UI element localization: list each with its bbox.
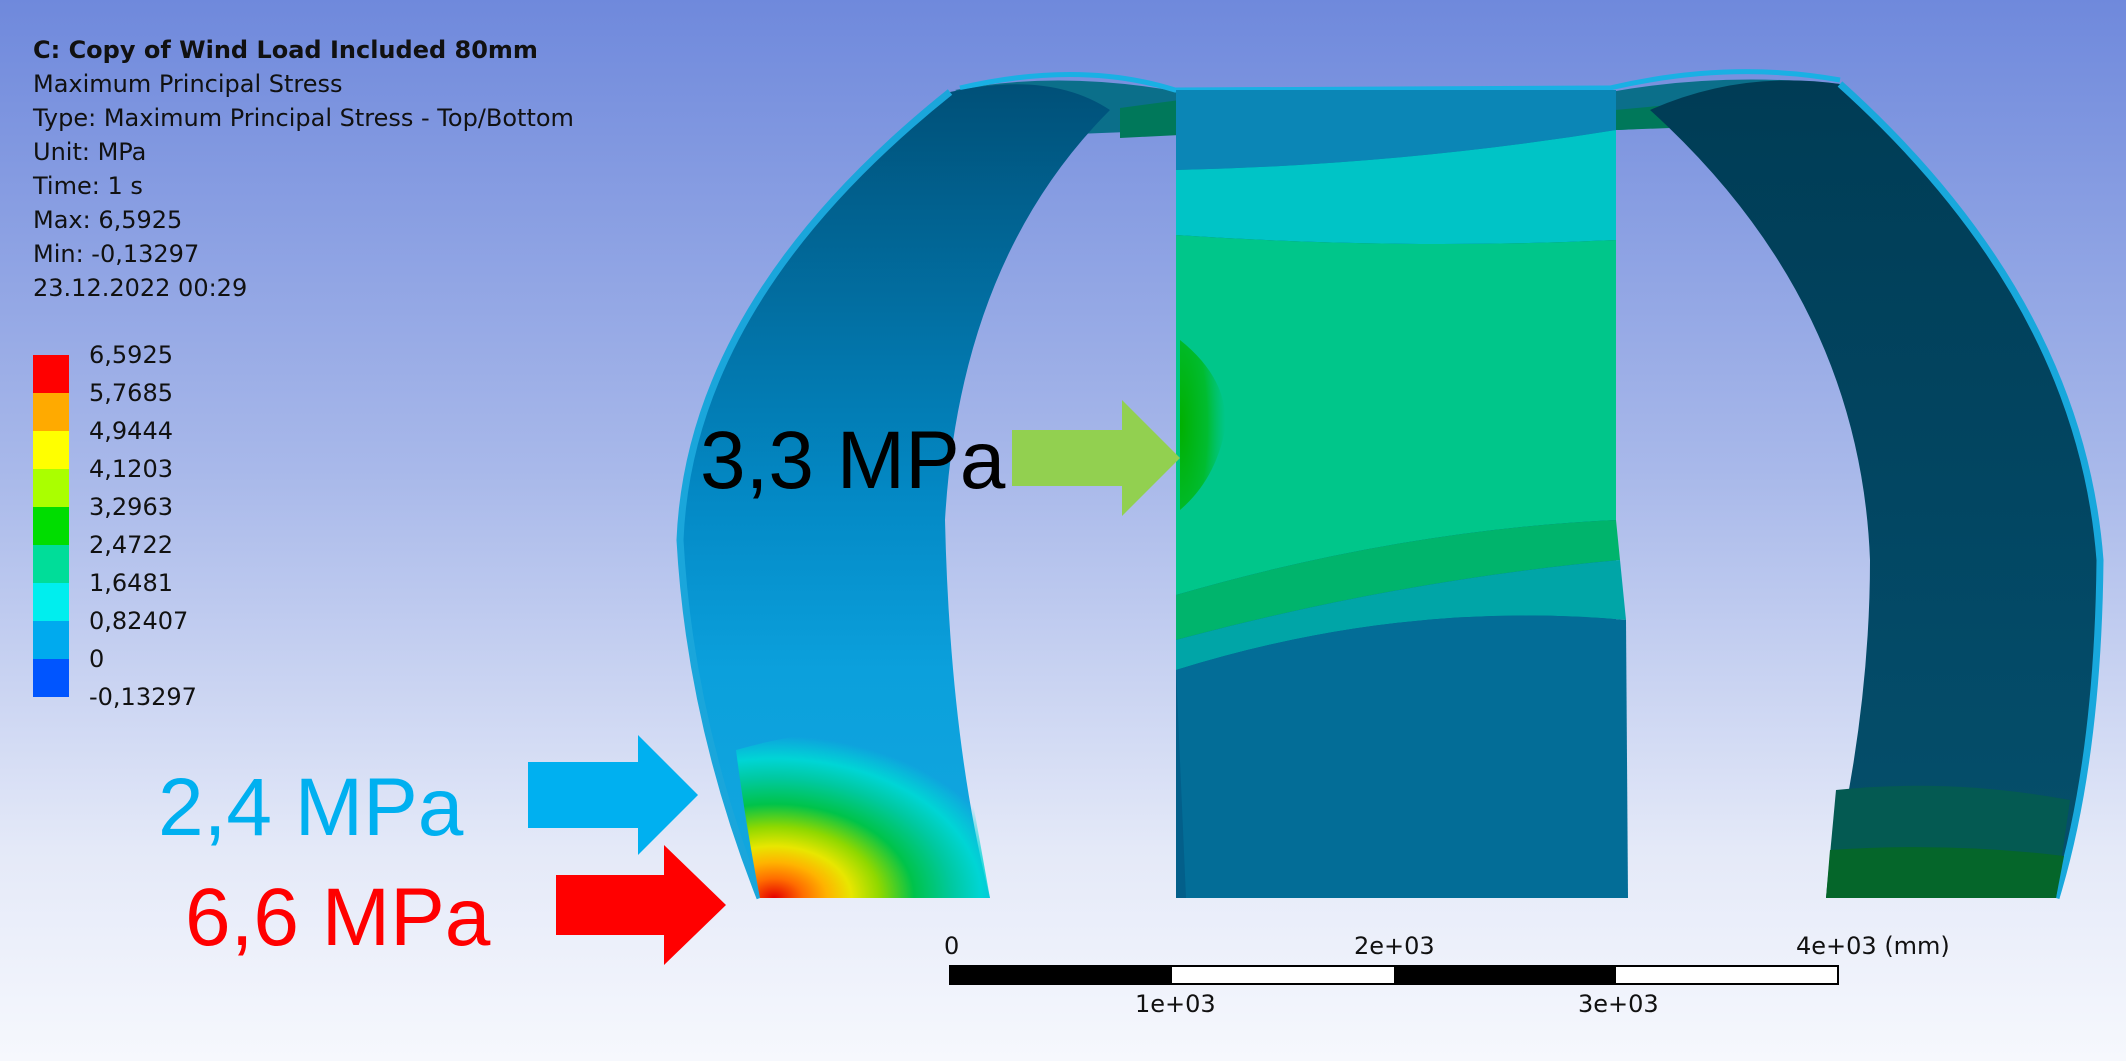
scale-bar: 0 2e+03 4e+03 (mm) 1e+03 3e+03 [930, 930, 1950, 1020]
right-panel-low-band-green [1826, 847, 2064, 898]
callout-6-6-mpa: 6,6 MPa [185, 872, 491, 963]
legend-label[interactable]: 5,7685 [89, 379, 173, 407]
center-band-top [1176, 90, 1616, 170]
center-band-cyan [1176, 130, 1616, 244]
legend-label[interactable]: 2,4722 [89, 531, 173, 559]
result-type: Type: Maximum Principal Stress - Top/Bot… [33, 104, 574, 132]
legend-swatch-8 [33, 621, 69, 659]
legend-swatch-5 [33, 507, 69, 545]
result-max: Max: 6,5925 [33, 206, 183, 234]
legend-swatch-2 [33, 393, 69, 431]
scale-bar-graphic [949, 965, 1839, 985]
left-panel-edge [676, 89, 953, 900]
result-unit: Unit: MPa [33, 138, 147, 166]
left-panel-hot-zone [736, 727, 990, 898]
legend-label[interactable]: 1,6481 [89, 569, 173, 597]
center-band-teal [1176, 560, 1626, 670]
legend-swatch-7 [33, 583, 69, 621]
legend-label[interactable]: 0 [89, 645, 105, 673]
center-band-green [1176, 235, 1616, 595]
arrow-2-4-mpa [528, 735, 698, 855]
legend-swatch-3 [33, 431, 69, 469]
result-info: C: Copy of Wind Load Included 80mm Maxim… [33, 33, 574, 305]
center-band-blue [1176, 615, 1628, 898]
legend-label[interactable]: -0,13297 [89, 683, 197, 711]
callout-3-3-mpa: 3,3 MPa [700, 415, 1006, 506]
center-green-spot [1180, 340, 1226, 510]
legend-label[interactable]: 0,82407 [89, 607, 189, 635]
scale-label-1e3: 1e+03 [1135, 990, 1216, 1018]
result-min: Min: -0,13297 [33, 240, 200, 268]
result-time: Time: 1 s [33, 172, 143, 200]
legend-label[interactable]: 3,2963 [89, 493, 173, 521]
top-strip-edge [959, 69, 1841, 93]
result-title: C: Copy of Wind Load Included 80mm [33, 36, 538, 64]
right-panel-edge [1837, 81, 2104, 900]
legend-label[interactable]: 4,9444 [89, 417, 173, 445]
scale-label-4e3: 4e+03 (mm) [1796, 932, 1950, 960]
scale-label-3e3: 3e+03 [1578, 990, 1659, 1018]
right-panel [1650, 80, 2100, 899]
arrow-3-3-mpa [1012, 400, 1180, 516]
scale-label-2e3: 2e+03 [1354, 932, 1435, 960]
legend-swatch-1 [33, 355, 69, 393]
scale-label-0: 0 [944, 932, 960, 960]
center-band-green-dark [1176, 520, 1620, 640]
callout-2-4-mpa: 2,4 MPa [158, 762, 464, 853]
result-date: 23.12.2022 00:29 [33, 274, 248, 302]
left-panel [680, 84, 1110, 899]
arrow-6-6-mpa [556, 845, 726, 965]
legend-label[interactable]: 4,1203 [89, 455, 173, 483]
legend-swatch-9 [33, 659, 69, 697]
legend-label[interactable]: 6,5925 [89, 341, 173, 369]
result-name: Maximum Principal Stress [33, 70, 343, 98]
legend-swatch-4 [33, 469, 69, 507]
legend-swatch-6 [33, 545, 69, 583]
